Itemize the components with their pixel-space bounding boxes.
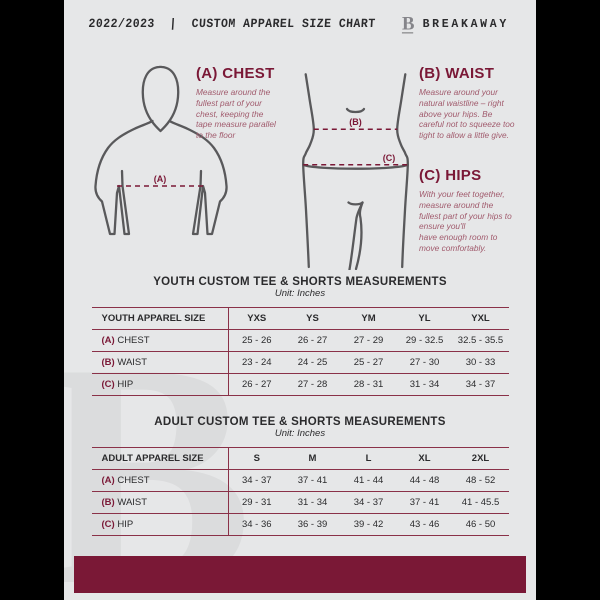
svg-text:(B): (B) [349, 117, 362, 127]
svg-text:(A): (A) [154, 174, 167, 184]
svg-text:(C): (C) [383, 153, 396, 163]
